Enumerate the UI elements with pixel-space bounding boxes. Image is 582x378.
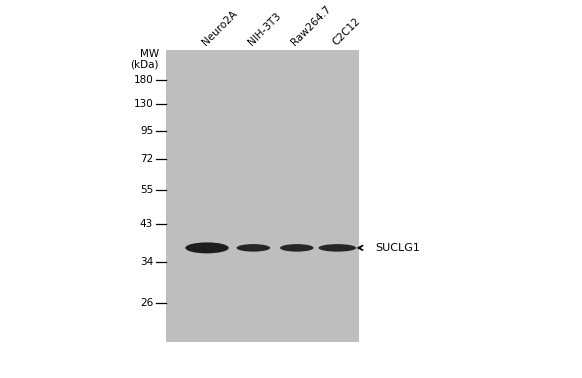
Bar [166,51,359,342]
Ellipse shape [185,242,229,253]
Text: Raw264.7: Raw264.7 [290,3,333,47]
Text: MW
(kDa): MW (kDa) [130,49,159,70]
Text: 55: 55 [140,184,153,195]
Text: 43: 43 [140,219,153,229]
Text: 26: 26 [140,298,153,308]
Text: Neuro2A: Neuro2A [200,8,239,47]
Ellipse shape [236,244,270,252]
Text: 130: 130 [133,99,153,109]
Text: NIH-3T3: NIH-3T3 [246,11,283,47]
Text: SUCLG1: SUCLG1 [375,243,420,253]
Text: 34: 34 [140,257,153,266]
Ellipse shape [318,244,356,252]
Text: C2C12: C2C12 [330,15,362,47]
Text: 180: 180 [133,75,153,85]
Text: 95: 95 [140,126,153,136]
Ellipse shape [280,244,314,252]
Text: 72: 72 [140,153,153,164]
